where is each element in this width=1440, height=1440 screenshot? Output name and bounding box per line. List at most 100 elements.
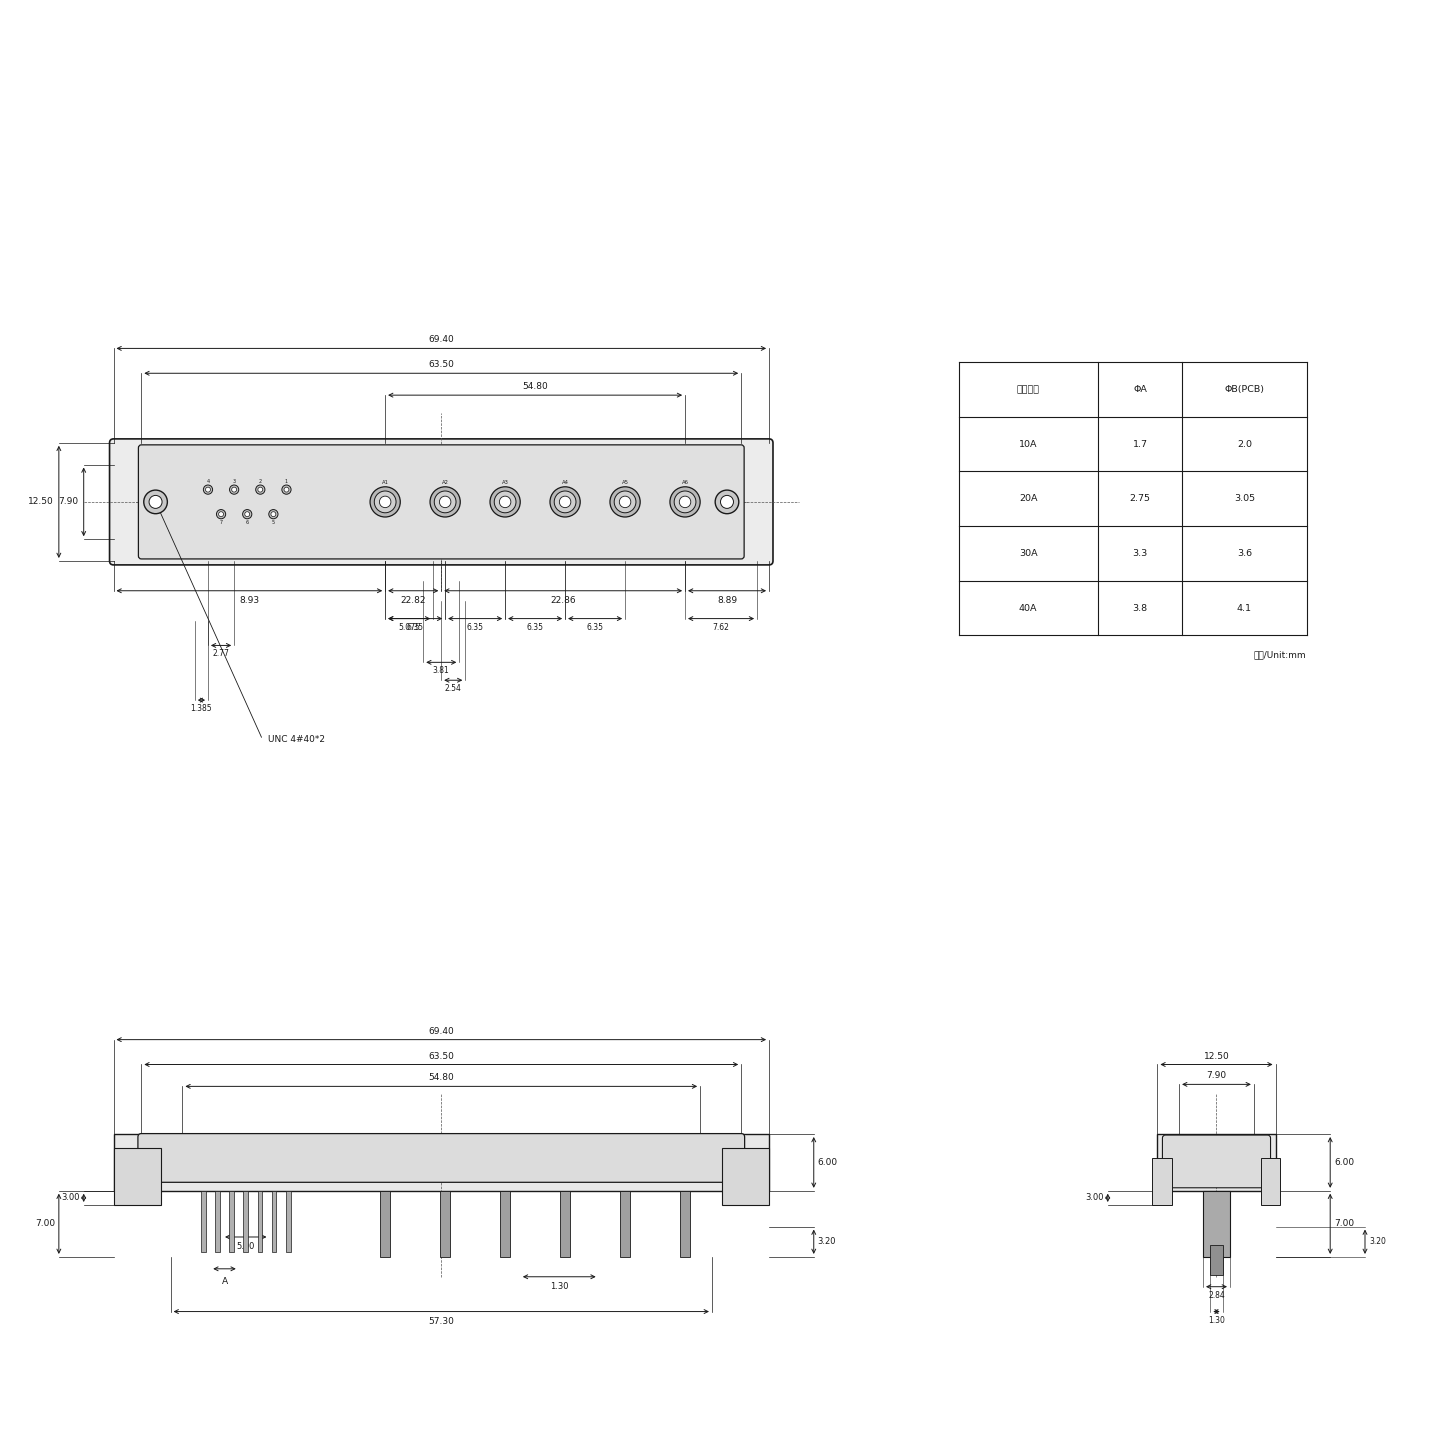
Bar [500,1191,510,1257]
Text: 6.35: 6.35 [586,622,603,632]
Circle shape [242,510,252,518]
Text: 63.50: 63.50 [428,1051,454,1060]
Text: 2.54: 2.54 [445,684,462,693]
Text: 2.77: 2.77 [213,649,229,658]
Text: 2.0: 2.0 [1237,439,1251,449]
Text: 22.86: 22.86 [550,596,576,605]
Text: 6.35: 6.35 [527,622,544,632]
Circle shape [269,510,278,518]
Bar [243,1191,248,1251]
Circle shape [284,487,289,492]
Bar [560,1191,570,1257]
Text: 1.30: 1.30 [1208,1316,1225,1325]
Bar [229,1191,233,1251]
Text: 3: 3 [233,480,236,484]
Circle shape [144,490,167,514]
Circle shape [245,511,249,517]
Text: 57.30: 57.30 [428,1316,454,1326]
Bar [1211,1246,1223,1276]
Text: 3.00: 3.00 [1086,1194,1104,1202]
Text: 7.90: 7.90 [1207,1071,1227,1080]
Text: 8.93: 8.93 [239,596,259,605]
Circle shape [435,491,456,513]
Text: A4: A4 [562,481,569,485]
Text: 1.385: 1.385 [190,704,212,713]
Bar [1260,1158,1280,1205]
Text: 10A: 10A [1020,439,1037,449]
Circle shape [271,511,276,517]
Text: 22.82: 22.82 [400,596,426,605]
Text: 12.50: 12.50 [1204,1051,1230,1060]
Text: 30A: 30A [1020,549,1037,557]
Text: 6.00: 6.00 [818,1158,838,1166]
Text: UNC 4#40*2: UNC 4#40*2 [268,736,324,744]
Text: 3.6: 3.6 [1237,549,1251,557]
Circle shape [370,487,400,517]
Bar [114,1135,769,1191]
Circle shape [256,485,265,494]
Bar [287,1191,291,1251]
Text: 54.80: 54.80 [523,382,549,392]
Text: 7.90: 7.90 [59,497,79,507]
Bar [114,1148,161,1205]
Circle shape [206,487,210,492]
Bar [202,1191,206,1251]
Text: 3.3: 3.3 [1132,549,1148,557]
Text: 5: 5 [272,520,275,524]
Text: 7.00: 7.00 [1335,1220,1354,1228]
Bar [441,1191,449,1257]
Circle shape [282,485,291,494]
Text: 额定电流: 额定电流 [1017,384,1040,395]
Text: 1.30: 1.30 [550,1282,569,1290]
Circle shape [258,487,262,492]
Circle shape [554,491,576,513]
Circle shape [490,487,520,517]
Text: 2: 2 [259,480,262,484]
Text: 3.05: 3.05 [1234,494,1256,504]
Bar [380,1191,390,1257]
FancyBboxPatch shape [138,445,744,559]
Text: A6: A6 [681,481,688,485]
Text: 20A: 20A [1020,494,1037,504]
Text: A: A [222,1277,228,1286]
Text: 6: 6 [246,520,249,524]
Circle shape [550,487,580,517]
Text: 12.50: 12.50 [29,497,53,507]
Text: 3.20: 3.20 [1369,1237,1385,1246]
Text: 5.075: 5.075 [399,622,420,632]
Text: A2: A2 [442,481,449,485]
Text: 4: 4 [206,480,210,484]
Circle shape [500,497,511,508]
FancyBboxPatch shape [1162,1135,1270,1188]
Text: 1: 1 [285,480,288,484]
Text: 3.8: 3.8 [1132,603,1148,612]
Circle shape [720,495,733,508]
Circle shape [674,491,696,513]
Text: 2.84: 2.84 [1208,1290,1225,1300]
Text: ΦB(PCB): ΦB(PCB) [1224,384,1264,395]
Circle shape [615,491,636,513]
Text: 7.00: 7.00 [35,1220,55,1228]
Bar [258,1191,262,1251]
Circle shape [374,491,396,513]
Circle shape [439,497,451,508]
Text: 3.00: 3.00 [62,1194,79,1202]
Circle shape [611,487,641,517]
Text: 1.7: 1.7 [1132,439,1148,449]
Circle shape [150,495,163,508]
Text: 单位/Unit:mm: 单位/Unit:mm [1254,651,1306,660]
FancyBboxPatch shape [109,439,773,564]
Bar [272,1191,276,1251]
Circle shape [619,497,631,508]
Circle shape [431,487,461,517]
Bar [1158,1135,1276,1191]
Circle shape [716,490,739,514]
Text: 5.00: 5.00 [236,1241,255,1251]
Text: 4.1: 4.1 [1237,603,1251,612]
Text: 63.50: 63.50 [428,360,454,369]
Text: 7.62: 7.62 [713,622,730,632]
Circle shape [559,497,570,508]
Bar [680,1191,690,1257]
Text: A5: A5 [622,481,629,485]
Circle shape [680,497,691,508]
